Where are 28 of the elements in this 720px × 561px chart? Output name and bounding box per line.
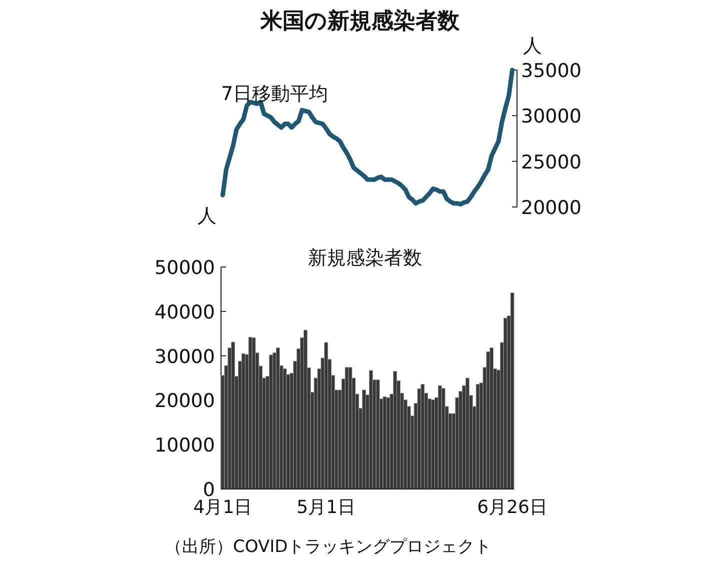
y-axis-title: 人 — [198, 205, 216, 227]
chart-title: 新規感染者数 — [308, 247, 422, 269]
x-tick-label: 4月1日 — [193, 497, 252, 518]
bar — [465, 378, 470, 490]
x-tick-label: 5月1日 — [296, 497, 356, 518]
bar — [510, 292, 514, 490]
bar — [348, 367, 352, 490]
y-tick-label: 10000 — [154, 434, 215, 457]
y-tick-label: 20000 — [154, 390, 215, 412]
bar — [324, 342, 328, 490]
y-tick-label: 30000 — [154, 346, 215, 368]
chart-title: 米国の新規感染者数 — [260, 8, 460, 34]
line-series — [220, 68, 515, 207]
bar — [490, 348, 494, 490]
y-tick-label: 50000 — [154, 257, 215, 279]
bar — [303, 330, 308, 490]
text: （出所）COVIDトラッキングプロジェクト — [165, 537, 492, 557]
bar — [276, 348, 280, 490]
x-tick-label: 6月26日 — [477, 497, 548, 518]
y-tick-label: 35000 — [521, 60, 582, 82]
y-axis-title: 人 — [523, 35, 542, 57]
y-tick-label: 30000 — [521, 106, 582, 128]
y-tick-label: 40000 — [154, 301, 215, 324]
y-tick-label: 25000 — [521, 151, 582, 174]
series-label: 7日移動平均 — [221, 83, 328, 105]
bar — [231, 342, 236, 490]
bar — [252, 337, 256, 490]
y-tick-label: 20000 — [521, 197, 582, 219]
